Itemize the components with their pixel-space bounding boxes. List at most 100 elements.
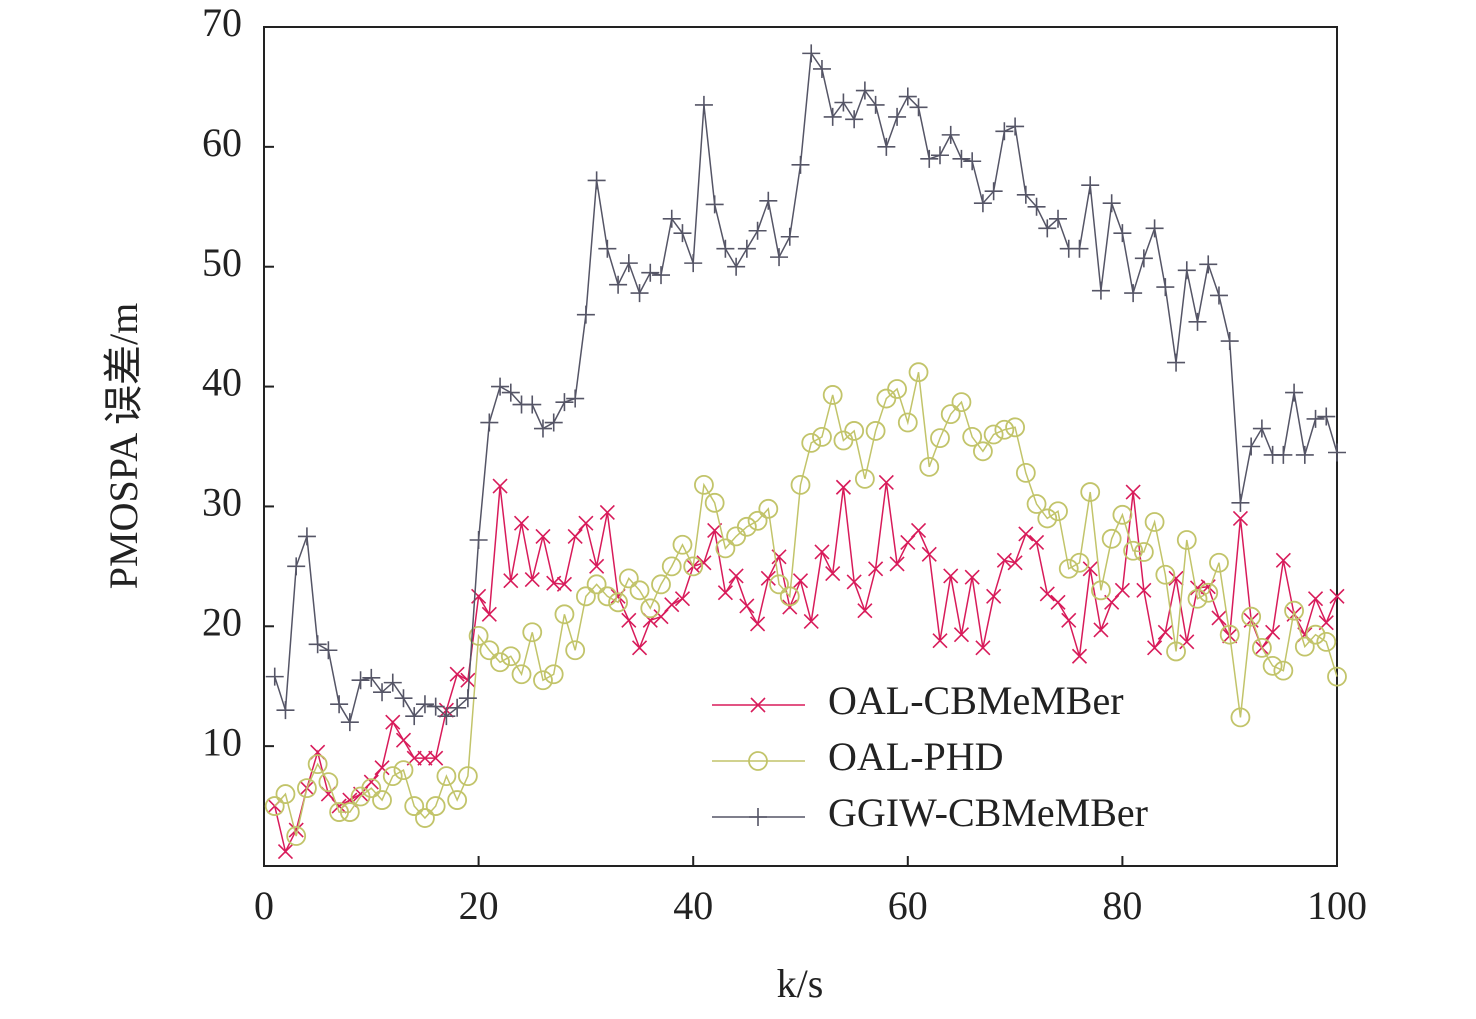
marker xyxy=(1145,219,1164,238)
marker xyxy=(1070,239,1089,258)
marker xyxy=(651,574,671,595)
marker xyxy=(566,389,585,408)
marker xyxy=(652,266,671,285)
marker xyxy=(803,613,819,630)
marker xyxy=(760,570,776,586)
marker xyxy=(672,534,693,555)
marker xyxy=(468,625,489,646)
marker xyxy=(694,474,714,495)
marker xyxy=(373,683,392,702)
marker xyxy=(857,603,873,619)
marker xyxy=(608,592,628,613)
marker xyxy=(1176,530,1197,550)
marker xyxy=(394,689,413,708)
marker xyxy=(943,568,959,584)
marker xyxy=(790,474,811,495)
marker xyxy=(297,527,316,546)
marker xyxy=(1211,610,1227,626)
y-tick-label: 20 xyxy=(202,599,242,644)
marker xyxy=(1112,504,1133,525)
marker xyxy=(277,844,294,860)
y-tick-label: 30 xyxy=(202,480,242,525)
marker xyxy=(500,646,521,667)
marker xyxy=(900,534,916,550)
marker xyxy=(382,766,403,787)
marker xyxy=(759,191,778,210)
marker xyxy=(587,171,606,190)
marker xyxy=(1037,508,1058,529)
marker xyxy=(1016,185,1035,204)
marker xyxy=(737,239,756,258)
marker xyxy=(460,672,476,688)
marker xyxy=(1231,493,1250,512)
marker xyxy=(792,573,809,589)
marker xyxy=(469,530,488,549)
marker xyxy=(887,379,907,399)
marker xyxy=(747,510,768,531)
marker xyxy=(684,254,703,273)
marker xyxy=(449,666,465,682)
marker xyxy=(1028,534,1045,550)
marker xyxy=(630,284,649,303)
marker xyxy=(1058,558,1079,579)
marker xyxy=(1144,512,1165,532)
marker xyxy=(812,427,832,447)
marker xyxy=(599,504,615,520)
marker xyxy=(555,393,574,412)
marker xyxy=(1232,510,1248,526)
marker xyxy=(1015,462,1036,483)
marker xyxy=(1048,501,1068,522)
marker xyxy=(1061,612,1077,628)
marker xyxy=(275,784,296,804)
marker xyxy=(1265,624,1281,640)
y-tick-label: 70 xyxy=(202,0,242,45)
marker xyxy=(339,802,360,822)
marker xyxy=(865,421,886,441)
marker xyxy=(930,146,949,165)
marker xyxy=(1050,594,1066,610)
marker xyxy=(791,155,810,174)
marker xyxy=(417,750,433,766)
marker xyxy=(1027,197,1046,216)
marker xyxy=(286,826,307,846)
marker xyxy=(1136,582,1152,598)
marker xyxy=(308,635,327,654)
marker xyxy=(770,248,789,267)
marker xyxy=(264,796,285,816)
marker xyxy=(952,149,971,168)
marker xyxy=(641,263,660,282)
marker xyxy=(951,392,972,413)
marker xyxy=(1071,648,1088,664)
legend-label: GGIW-CBMeMBer xyxy=(828,790,1148,835)
marker xyxy=(1188,312,1207,331)
series-line xyxy=(274,372,1338,837)
marker xyxy=(674,591,691,607)
marker xyxy=(491,377,510,396)
marker xyxy=(940,404,961,425)
marker xyxy=(426,697,445,716)
marker xyxy=(1125,484,1141,500)
marker xyxy=(1167,353,1186,372)
marker xyxy=(854,468,875,489)
marker xyxy=(511,664,532,685)
marker xyxy=(415,808,435,828)
marker xyxy=(1123,540,1144,561)
marker xyxy=(1091,281,1110,300)
marker xyxy=(866,95,885,114)
marker xyxy=(986,588,1002,604)
marker xyxy=(973,194,992,213)
marker xyxy=(662,209,681,228)
marker xyxy=(769,574,789,595)
marker xyxy=(513,515,530,531)
marker xyxy=(1252,419,1271,438)
marker xyxy=(597,586,618,607)
marker xyxy=(1241,606,1262,627)
marker xyxy=(340,713,359,732)
x-tick-label: 100 xyxy=(1307,883,1367,928)
marker xyxy=(415,695,434,714)
marker xyxy=(717,585,733,601)
marker xyxy=(556,576,573,592)
marker xyxy=(1327,666,1347,687)
marker xyxy=(1069,552,1090,573)
marker xyxy=(1285,383,1304,402)
